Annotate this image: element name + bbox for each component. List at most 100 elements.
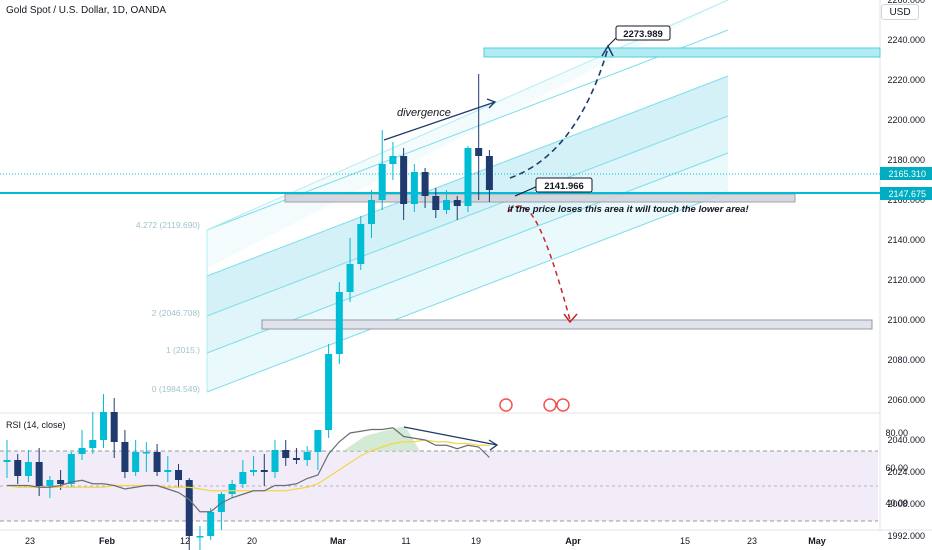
fib-channel-line: [206, 115, 729, 317]
lower-zone: [261, 319, 873, 330]
rsi-axis-tick: 60.00: [885, 463, 908, 473]
divergence-label: divergence: [397, 107, 451, 119]
candle-down: [121, 442, 129, 472]
rsi-overbought-fill: [343, 426, 420, 451]
currency-button[interactable]: USD: [881, 4, 919, 20]
line-price-tag: [880, 187, 932, 200]
time-axis-label: Apr: [565, 536, 581, 546]
candle-down: [282, 450, 290, 458]
candle-up: [357, 224, 365, 264]
candle-up: [378, 164, 386, 200]
level-callout-text: 2141.966: [544, 181, 584, 192]
candle-up: [24, 462, 32, 476]
candle-down: [453, 200, 461, 206]
rsi-divergence-arrow: [403, 426, 498, 446]
price-axis-tick: 2140.000: [887, 235, 925, 245]
rsi-axis-tick: 40.00: [885, 498, 908, 508]
candle-down: [485, 156, 493, 190]
time-axis-label: 12: [180, 536, 190, 546]
price-axis-tick: 1992.000: [887, 531, 925, 541]
rsi-divergence-arrow-head: [488, 439, 499, 451]
candle-up: [78, 448, 86, 454]
price-axis-tick: 2100.000: [887, 315, 925, 325]
time-axis-label: Feb: [99, 536, 116, 546]
candle-up: [142, 452, 150, 454]
candle-down: [35, 462, 43, 486]
time-axis-label: Mar: [330, 536, 347, 546]
time-axis-label: 15: [680, 536, 690, 546]
candle-up: [410, 172, 418, 204]
price-axis-tick: 2040.000: [887, 435, 925, 445]
economic-event-icon: [543, 398, 557, 412]
candle-up: [303, 452, 311, 460]
candle-up: [443, 200, 451, 210]
candle-down: [260, 470, 268, 472]
candle-up: [389, 156, 397, 164]
economic-event-icon: [499, 398, 513, 412]
candle-up: [207, 512, 215, 536]
candle-down: [14, 460, 22, 476]
price-axis-tick: 2200.000: [887, 115, 925, 125]
divergence-arrow: [383, 101, 496, 141]
rsi-ma-line: [6, 439, 490, 492]
fib-level-label: 0 (1984.549): [152, 384, 200, 394]
candle-up: [46, 480, 54, 486]
price-axis-tick: 2220.000: [887, 75, 925, 85]
candle-up: [271, 450, 279, 472]
time-axis-label: May: [808, 536, 826, 546]
support-zone: [284, 193, 796, 203]
candle-down: [153, 452, 161, 472]
line-price-value: 2147.675: [888, 189, 926, 199]
rsi-label: RSI (14, close): [6, 420, 66, 430]
candle-up: [164, 470, 172, 472]
candle-up: [325, 354, 333, 430]
fib-channel-line: [206, 191, 729, 393]
time-axis-label: 20: [247, 536, 257, 546]
candle-down: [400, 156, 408, 204]
last-price-tag: [880, 167, 932, 180]
candle-down: [292, 458, 300, 460]
economic-event-icon: [556, 398, 570, 412]
candle-up: [3, 460, 11, 462]
rsi-axis-tick: 80.00: [885, 428, 908, 438]
candle-down: [185, 480, 193, 536]
candle-down: [421, 172, 429, 196]
last-price-value: 2165.310: [888, 169, 926, 179]
candle-down: [57, 480, 65, 484]
candle-up: [228, 484, 236, 494]
price-axis-tick: 2260.000: [887, 0, 925, 5]
candle-up: [132, 452, 140, 472]
note-text: if the price loses this area it will tou…: [507, 204, 748, 215]
price-axis-tick: 2024.000: [887, 467, 925, 477]
price-axis-tick: 2180.000: [887, 155, 925, 165]
time-axis-label: 19: [471, 536, 481, 546]
candle-up: [346, 264, 354, 292]
time-axis-label: 23: [25, 536, 35, 546]
fib-level-label: 1 (2015.): [166, 345, 200, 355]
target-callout-box: [615, 25, 671, 41]
price-axis-tick: 2060.000: [887, 395, 925, 405]
bearish-projection-head: [563, 313, 578, 324]
candle-down: [432, 196, 440, 210]
candle-down: [110, 412, 118, 442]
level-callout-pointer: [514, 185, 539, 197]
time-axis-label: 11: [401, 536, 410, 546]
candle-up: [464, 148, 472, 206]
candle-up: [99, 412, 107, 440]
time-axis-label: 23: [747, 536, 757, 546]
candle-up: [250, 470, 258, 472]
candle-up: [67, 454, 75, 484]
rsi-line: [7, 427, 490, 513]
target-callout-text: 2273.989: [623, 29, 663, 40]
level-callout-box: [535, 177, 593, 193]
candle-down: [475, 148, 483, 156]
price-axis-tick: 2120.000: [887, 275, 925, 285]
divergence-arrow-head: [486, 98, 497, 109]
price-axis-tick: 2008.000: [887, 499, 925, 509]
candle-up: [367, 200, 375, 224]
price-axis-tick: 2240.000: [887, 35, 925, 45]
candle-up: [89, 440, 97, 448]
candle-up: [335, 292, 343, 354]
candle-down: [175, 470, 183, 480]
